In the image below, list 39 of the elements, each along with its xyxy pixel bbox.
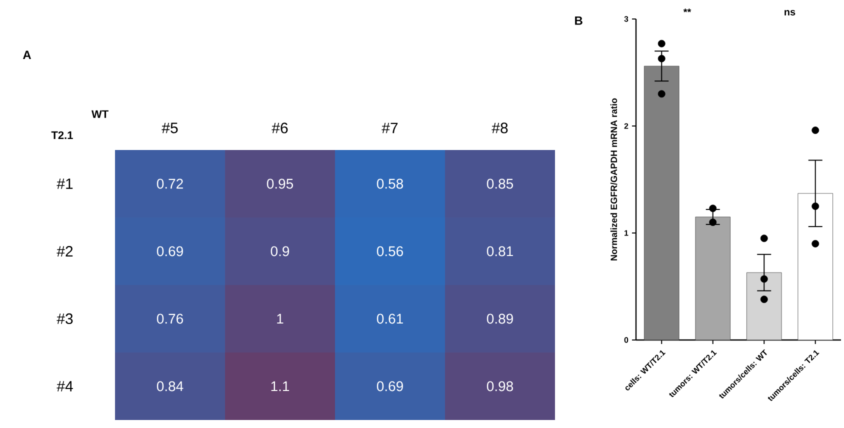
data-label: 0.72 [156,178,183,189]
data-label: 0.85 [486,178,514,189]
data-label: 0.76 [156,314,184,324]
x-tick-label: #7 [382,122,398,134]
bar [695,216,730,340]
chart-title: B [575,16,582,25]
chart-title: A [22,50,32,60]
data-label: 0.81 [486,246,513,256]
y-tick-label: 3 [624,16,628,22]
data-label: 0.69 [156,246,183,256]
data-label: 1 [277,314,284,324]
data-label: 0.84 [156,381,184,392]
x-tick-label: #5 [162,122,178,134]
y-axis-title: T2.1 [51,131,73,139]
bar [644,66,680,340]
y-tick-label: #4 [56,381,73,392]
data-label: 0.9 [270,246,290,256]
data-label: 0.61 [376,314,403,324]
x-axis-title: WT [92,110,108,118]
y-tick-label: #2 [56,246,73,256]
data-label: 0.69 [376,381,403,392]
data-label: 0.95 [266,178,294,189]
bar [746,272,782,340]
y-tick-label: 2 [624,123,628,129]
x-tick-label: #6 [272,122,288,134]
y-axis-title: Normalized EGFR/GAPDH mRNA ratio [610,98,618,260]
data-label: 1.1 [271,381,290,392]
text: ** [683,8,692,12]
bar [798,193,833,340]
y-tick-label: #1 [56,178,73,189]
data-label: 0.56 [376,246,404,256]
y-tick-label: #3 [56,313,73,324]
x-tick-label: #8 [492,122,508,134]
data-label: 0.58 [376,178,404,189]
y-tick-label: 1 [624,230,628,236]
text: ns [784,10,796,16]
data-label: 0.98 [486,381,514,392]
data-label: 0.89 [486,314,513,324]
y-tick-label: 0 [624,337,628,343]
